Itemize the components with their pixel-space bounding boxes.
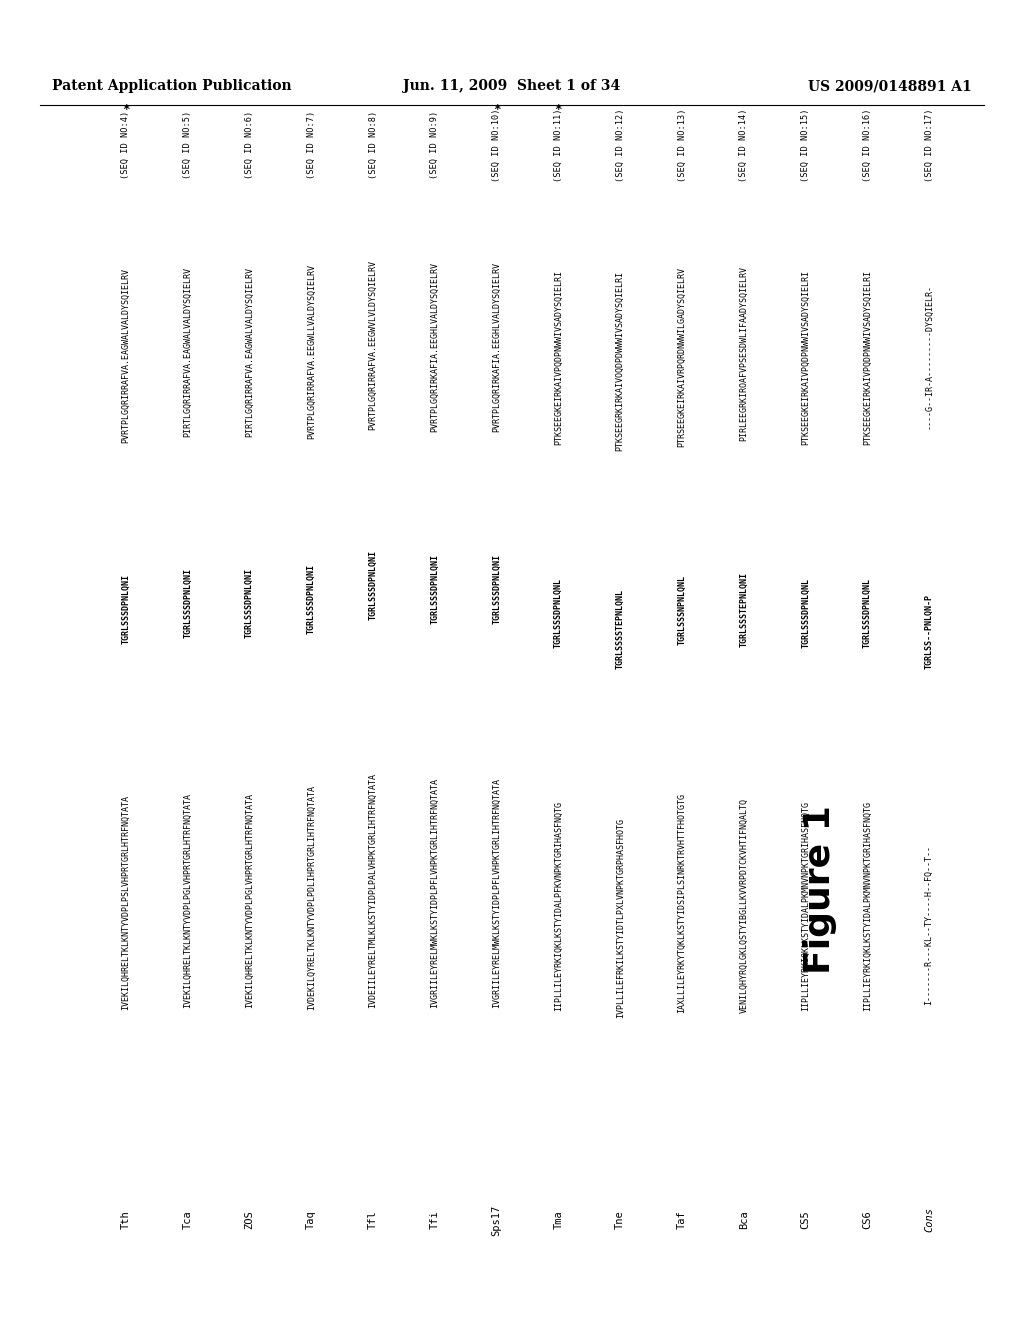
Text: Tne: Tne — [615, 1210, 626, 1229]
Text: TGRLSSSDPNLQNL: TGRLSSSDPNLQNL — [554, 578, 563, 648]
Text: (SEQ ID NO:4): (SEQ ID NO:4) — [122, 111, 130, 180]
Text: TGRLSSSDPNLQNI: TGRLSSSDPNLQNI — [369, 550, 378, 620]
Text: TGRLSSSSTEPNLQNL: TGRLSSSSTEPNLQNL — [615, 589, 625, 669]
Text: PTRSEEGKEIRKAIVRPQRDNWWILGADYSQIELRV: PTRSEEGKEIRKAIVRPQRDNWWILGADYSQIELRV — [678, 267, 686, 447]
Text: Tca: Tca — [182, 1210, 193, 1229]
Text: (SEQ ID NO:14): (SEQ ID NO:14) — [739, 108, 749, 182]
Text: ----G--IR-A---------DYSQIELR-: ----G--IR-A---------DYSQIELR- — [925, 284, 934, 429]
Text: Patent Application Publication: Patent Application Publication — [52, 79, 292, 92]
Text: IAXLLILEYRKYTQKLKSTYIDSIPLSINRKTRVHTTFHOTGTG: IAXLLILEYRKYTQKLKSTYIDSIPLSINRKTRVHTTFHO… — [678, 792, 686, 1012]
Text: PTKSEEGKEIRKAIVPQDPNWWIVSADYSQIELRI: PTKSEEGKEIRKAIVPQDPNWWIVSADYSQIELRI — [801, 271, 810, 445]
Text: PVRTPLGQRIRRAFVA.EAGWALVALDYSQIELRV: PVRTPLGQRIRRAFVA.EAGWALVALDYSQIELRV — [122, 268, 130, 444]
Text: TGRLSSSTEPNLQNI: TGRLSSSTEPNLQNI — [739, 572, 749, 647]
Text: *: * — [122, 103, 130, 116]
Text: IVPLLILEFRKILKSTYIDTLPXLVNPKTGRPHASFHOTG: IVPLLILEFRKILKSTYIDTLPXLVNPKTGRPHASFHOTG — [615, 818, 625, 1019]
Text: Taq: Taq — [306, 1210, 316, 1229]
Text: (SEQ ID NO:17): (SEQ ID NO:17) — [925, 108, 934, 182]
Text: Sps17: Sps17 — [492, 1204, 502, 1236]
Text: (SEQ ID NO:8): (SEQ ID NO:8) — [369, 111, 378, 180]
Text: Cons: Cons — [924, 1208, 934, 1233]
Text: Jun. 11, 2009  Sheet 1 of 34: Jun. 11, 2009 Sheet 1 of 34 — [403, 79, 621, 92]
Text: IIPLLILEYRKIQKLKSTYIDALPFKVNPKTGRIHASFNQTG: IIPLLILEYRKIQKLKSTYIDALPFKVNPKTGRIHASFNQ… — [554, 801, 563, 1011]
Text: IVDEIILEYRELTMLKLKSTYIDPLPALVHPKTGRLIHTRFNQTATA: IVDEIILEYRELTMLKLKSTYIDPLPALVHPKTGRLIHTR… — [369, 772, 378, 1007]
Text: Tma: Tma — [553, 1210, 563, 1229]
Text: PVRTPLGQRIRKAFIA.EEGHLVALDYSQIELRV: PVRTPLGQRIRKAFIA.EEGHLVALDYSQIELRV — [493, 261, 501, 432]
Text: (SEQ ID NO:6): (SEQ ID NO:6) — [245, 111, 254, 180]
Text: TGRLSSSDPNLQNL: TGRLSSSDPNLQNL — [801, 578, 810, 648]
Text: IVEKILQHRELTKLKNTYVDPLPGLVHPRTGRLHTRFNQTATA: IVEKILQHRELTKLKNTYVDPLPGLVHPRTGRLHTRFNQT… — [183, 793, 193, 1008]
Text: Figure 1: Figure 1 — [803, 805, 837, 974]
Text: I-------R---KL--TY----H--FQ--T--: I-------R---KL--TY----H--FQ--T-- — [925, 845, 934, 1005]
Text: *: * — [493, 103, 501, 116]
Text: PTKSEEGKEIRKAIVPQDPNWWIVSADYSQIELRI: PTKSEEGKEIRKAIVPQDPNWWIVSADYSQIELRI — [863, 271, 871, 445]
Text: ZOS: ZOS — [245, 1210, 255, 1229]
Text: (SEQ ID NO:10): (SEQ ID NO:10) — [493, 108, 501, 182]
Text: TGRLSSSNPNLQNL: TGRLSSSNPNLQNL — [678, 574, 686, 644]
Text: PVRTPLGQRIRRAFVA.EEGWVLVLDYSQIELRV: PVRTPLGQRIRRAFVA.EEGWVLVLDYSQIELRV — [369, 260, 378, 430]
Text: IIPLLIEYRKIQKLKSTYIDALPKMNVNPKTGRIHASFNQTG: IIPLLIEYRKIQKLKSTYIDALPKMNVNPKTGRIHASFNQ… — [801, 801, 810, 1011]
Text: TGRLSSSDPNLQNI: TGRLSSSDPNLQNI — [122, 574, 130, 644]
Text: PIRTLGQRIRRAFVA.EAGWALVALDYSQIELRV: PIRTLGQRIRRAFVA.EAGWALVALDYSQIELRV — [245, 268, 254, 437]
Text: IVEKILQHRELTKLKNTYVDPLPSLVHPRTGRLHTRFNQTATA: IVEKILQHRELTKLKNTYVDPLPSLVHPRTGRLHTRFNQT… — [122, 796, 130, 1011]
Text: PIRLEEGRKIROAFVPSESDWLIFAADYSQIELRV: PIRLEEGRKIROAFVPSESDWLIFAADYSQIELRV — [739, 267, 749, 441]
Text: (SEQ ID NO:11): (SEQ ID NO:11) — [554, 108, 563, 182]
Text: (SEQ ID NO:7): (SEQ ID NO:7) — [307, 111, 315, 180]
Text: IVGRIILEYRELMWKLKSTYIDPLPFLVHPKTGRLIHTRFNQTATA: IVGRIILEYRELMWKLKSTYIDPLPFLVHPKTGRLIHTRF… — [493, 777, 501, 1007]
Text: CS5: CS5 — [801, 1210, 811, 1229]
Text: PTKSEEGRKIRKAIVOQDPDWWWIVSADYSQIELRI: PTKSEEGRKIRKAIVOQDPDWWWIVSADYSQIELRI — [615, 271, 625, 451]
Text: TGRLSSSDPNLQNI: TGRLSSSDPNLQNI — [245, 568, 254, 638]
Text: IVEKILQHRELTKLKNTYVDPLPGLVHPRTGRLHTRFNQTATA: IVEKILQHRELTKLKNTYVDPLPGLVHPRTGRLHTRFNQT… — [245, 793, 254, 1008]
Text: TGRLSSSDPNLQNI: TGRLSSSDPNLQNI — [183, 568, 193, 638]
Text: *: * — [555, 103, 562, 116]
Text: Tfi: Tfi — [430, 1210, 440, 1229]
Text: (SEQ ID NO:16): (SEQ ID NO:16) — [863, 108, 871, 182]
Text: PVRTPLGQRIRRAFVA.EEGWLLVALDYSQIELRV: PVRTPLGQRIRRAFVA.EEGWLLVALDYSQIELRV — [307, 264, 315, 440]
Text: TGRLSSSDPNLQNI: TGRLSSSDPNLQNI — [430, 554, 439, 624]
Text: (SEQ ID NO:12): (SEQ ID NO:12) — [615, 108, 625, 182]
Text: TGRLSS--PNLQN-P: TGRLSS--PNLQN-P — [925, 594, 934, 669]
Text: TGRLSSSDPNLQNI: TGRLSSSDPNLQNI — [493, 554, 501, 624]
Text: IVGRIILEYRELMWKLKSTYIDPLPFLVHPKTGRLIHTRFNQTATA: IVGRIILEYRELMWKLKSTYIDPLPFLVHPKTGRLIHTRF… — [430, 777, 439, 1007]
Text: (SEQ ID NO:13): (SEQ ID NO:13) — [678, 108, 686, 182]
Text: (SEQ ID NO:5): (SEQ ID NO:5) — [183, 111, 193, 180]
Text: IVDEKILQYRELTKLKNTYVDPLPDLIHPRTGRLIHTRFNQTATA: IVDEKILQYRELTKLKNTYVDPLPDLIHPRTGRLIHTRFN… — [307, 785, 315, 1010]
Text: CS6: CS6 — [862, 1210, 872, 1229]
Text: Tth: Tth — [121, 1210, 131, 1229]
Text: Tfl: Tfl — [368, 1210, 378, 1229]
Text: (SEQ ID NO:15): (SEQ ID NO:15) — [801, 108, 810, 182]
Text: Bca: Bca — [738, 1210, 749, 1229]
Text: PIRTLGQRIRRAFVA.EAGWALVALDYSQIELRV: PIRTLGQRIRRAFVA.EAGWALVALDYSQIELRV — [183, 268, 193, 437]
Text: Taf: Taf — [677, 1210, 687, 1229]
Text: TGRLSSSDPNLQNI: TGRLSSSDPNLQNI — [307, 565, 315, 635]
Text: PTKSEEGKEIRKAIVPQDPNWWIVSADYSQIELRI: PTKSEEGKEIRKAIVPQDPNWWIVSADYSQIELRI — [554, 271, 563, 445]
Text: VENILQHYRQLGKLQSTYIBGLLKVVRPDTCKVHTIFNQALTQ: VENILQHYRQLGKLQSTYIBGLLKVVRPDTCKVHTIFNQA… — [739, 797, 749, 1012]
Text: US 2009/0148891 A1: US 2009/0148891 A1 — [808, 79, 972, 92]
Text: IIPLLIEYRKIQKLKSTYIDALPKMNVNPKTGRIHASFNQTG: IIPLLIEYRKIQKLKSTYIDALPKMNVNPKTGRIHASFNQ… — [863, 801, 871, 1011]
Text: (SEQ ID NO:9): (SEQ ID NO:9) — [430, 111, 439, 180]
Text: TGRLSSSDPNLQNL: TGRLSSSDPNLQNL — [863, 578, 871, 648]
Text: PVRTPLGQRIRKAFIA.EEGHLVALDYSQIELRV: PVRTPLGQRIRKAFIA.EEGHLVALDYSQIELRV — [430, 261, 439, 432]
